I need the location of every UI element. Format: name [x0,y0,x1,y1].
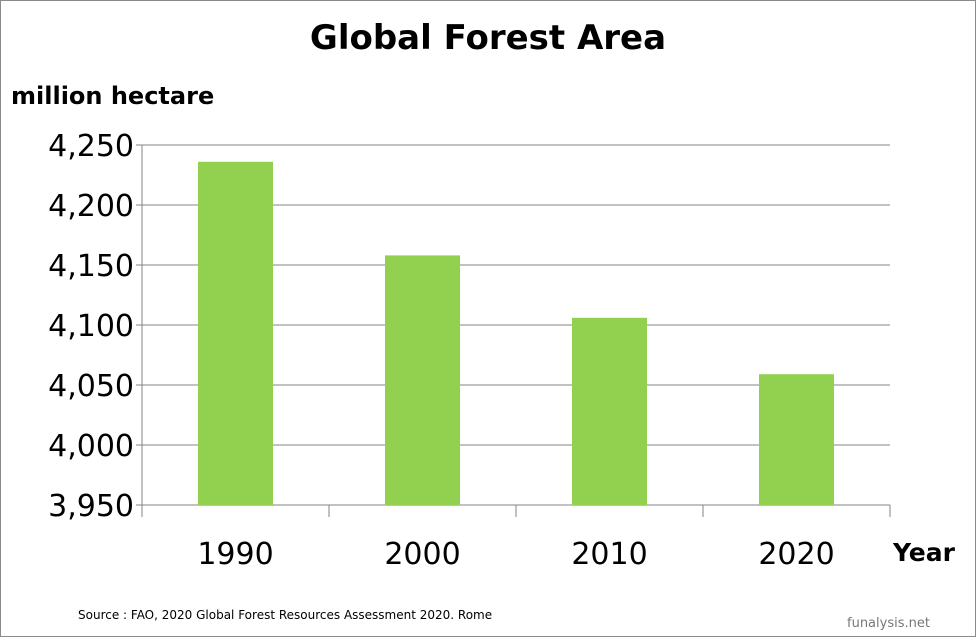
y-tick-label: 4,250 [48,129,134,164]
x-category-label: 2000 [384,537,460,572]
bar-2000 [385,255,460,505]
bar-2020 [759,374,834,505]
source-note: Source : FAO, 2020 Global Forest Resourc… [78,608,492,622]
x-axis-label: Year [892,538,956,567]
y-tick-label: 4,000 [48,429,134,464]
x-category-label: 1990 [197,537,273,572]
y-tick-label: 4,050 [48,369,134,404]
y-tick-label: 4,100 [48,309,134,344]
bar-2010 [572,317,647,505]
brand-watermark: funalysis.net [847,616,930,631]
bar-1990 [198,161,273,506]
y-tick-label: 3,950 [48,489,134,524]
y-axis-label: million hectare [11,82,214,110]
x-category-label: 2020 [758,537,834,572]
y-tick-label: 4,150 [48,249,134,284]
y-tick-label: 4,200 [48,189,134,224]
chart-title: Global Forest Area [310,18,666,58]
x-category-label: 2010 [571,537,647,572]
